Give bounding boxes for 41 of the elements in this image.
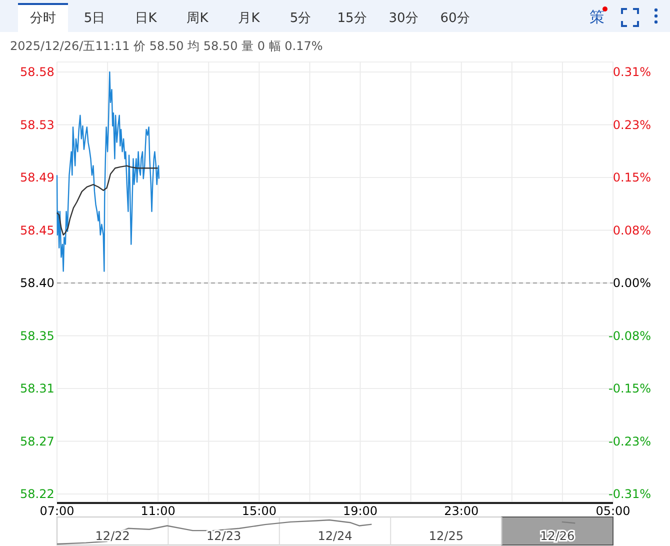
- text: 5分: [290, 11, 312, 26]
- x-tick-label: 12/25: [428, 529, 464, 543]
- y-tick-label: 58.45: [20, 223, 54, 238]
- text: 60分: [440, 11, 470, 26]
- x-tick-label: 23:00: [444, 504, 479, 518]
- y-tick-label: 58.31: [20, 382, 54, 396]
- line-series: [56, 165, 158, 236]
- y-tick-label: 58.22: [20, 487, 54, 501]
- y2-tick-label: -0.15%: [608, 382, 651, 396]
- text: 月K: [238, 11, 260, 26]
- x-tick-label: 15:00: [242, 504, 276, 518]
- text: 5日: [84, 11, 106, 26]
- x-tick-label: 07:00: [40, 504, 74, 518]
- text: 2025/12/26/五11:11 价 58.50 均 58.50 量 0 幅 0.17%: [10, 39, 323, 53]
- x-tick-label: 05:00: [596, 504, 630, 518]
- y-tick-label: 58.27: [20, 434, 54, 448]
- y-tick-label: 58.40: [20, 276, 54, 290]
- y2-tick-label: -0.08%: [608, 328, 651, 343]
- text: 周K: [186, 11, 209, 26]
- y2-tick-label: -0.23%: [608, 434, 651, 448]
- x-tick-label: 11:00: [140, 504, 176, 518]
- y2-tick-label: 0.00%: [612, 276, 651, 290]
- y2-tick-label: -0.31%: [608, 487, 651, 501]
- text: 策: [590, 8, 604, 26]
- text: 分时: [30, 11, 56, 26]
- y2-tick-label: 0.15%: [612, 170, 651, 184]
- text: 30分: [388, 11, 418, 26]
- y-tick-label: 58.35: [20, 328, 54, 343]
- x-tick-label: 12/24: [318, 529, 352, 543]
- text: 15分: [337, 11, 367, 26]
- y2-tick-label: 0.08%: [612, 223, 651, 238]
- y2-tick-label: 0.31%: [612, 65, 651, 79]
- y2-tick-label: 0.23%: [612, 118, 651, 132]
- y-tick-label: 58.49: [20, 170, 54, 184]
- y-tick-label: 58.53: [20, 118, 54, 132]
- y-tick-label: 58.58: [20, 65, 54, 79]
- x-tick-label: 19:00: [342, 504, 378, 518]
- x-tick-label: 12/26: [540, 529, 575, 543]
- line-series: [56, 71, 160, 272]
- text: 日K: [135, 11, 158, 26]
- x-tick-label: 12/23: [206, 529, 242, 543]
